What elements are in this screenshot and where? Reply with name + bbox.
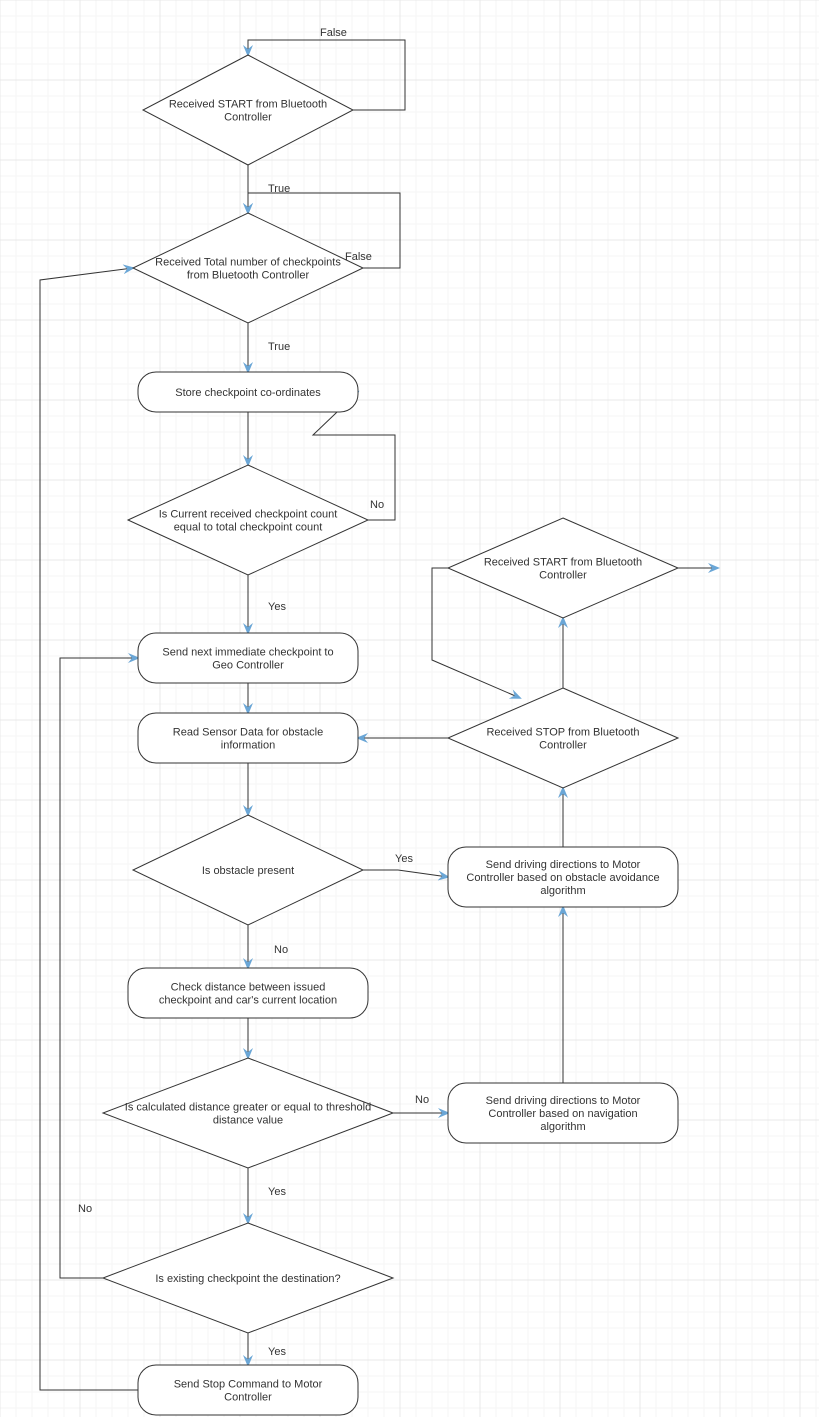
node-p7-line-1: Controller based on navigation: [488, 1108, 637, 1120]
edge-21: [60, 658, 138, 1278]
edges-layer: FalseTrueFalseTrueNoYesNoYesYesYesNoNo: [40, 27, 718, 1390]
node-p6-line-0: Send driving directions to Motor: [486, 859, 641, 871]
node-p2-line-1: Geo Controller: [212, 660, 284, 672]
node-p5-line-1: Controller: [224, 1392, 272, 1404]
node-p7-line-2: algorithm: [540, 1121, 585, 1133]
node-d3-line-0: Is Current received checkpoint count: [159, 509, 338, 521]
edge-label-11: Yes: [268, 1186, 286, 1198]
edge-label-14: No: [415, 1094, 429, 1106]
edge-label-0: False: [320, 27, 347, 39]
node-p3-line-0: Read Sensor Data for obstacle: [173, 727, 323, 739]
node-d6-line-0: Is existing checkpoint the destination?: [155, 1273, 340, 1285]
edge-label-12: Yes: [268, 1346, 286, 1358]
node-d7-line-1: Controller: [539, 570, 587, 582]
grid-background: [0, 0, 819, 1417]
edge-label-6: Yes: [268, 601, 286, 613]
node-p3: Read Sensor Data for obstacleinformation: [138, 713, 358, 763]
node-d1-line-1: Controller: [224, 112, 272, 124]
edge-label-9: No: [274, 944, 288, 956]
edge-label-5: No: [370, 499, 384, 511]
node-d8: Received STOP from BluetoothController: [448, 688, 678, 788]
edge-13: [363, 870, 448, 877]
node-d2: Received Total number of checkpointsfrom…: [133, 213, 363, 323]
node-d5-line-1: distance value: [213, 1115, 283, 1127]
node-p6: Send driving directions to MotorControll…: [448, 847, 678, 907]
node-d2-line-1: from Bluetooth Controller: [187, 270, 310, 282]
node-p1: Store checkpoint co-ordinates: [138, 372, 358, 412]
node-p2: Send next immediate checkpoint toGeo Con…: [138, 633, 358, 683]
edge-label-13: Yes: [395, 853, 413, 865]
node-p2-line-0: Send next immediate checkpoint to: [162, 647, 333, 659]
node-p4-line-0: Check distance between issued: [171, 982, 326, 994]
node-p5-line-0: Send Stop Command to Motor: [174, 1379, 323, 1391]
edge-label-21: No: [78, 1203, 92, 1215]
node-p4: Check distance between issuedcheckpoint …: [128, 968, 368, 1018]
node-p6-line-2: algorithm: [540, 885, 585, 897]
node-p6-line-1: Controller based on obstacle avoidance: [466, 872, 659, 884]
node-d5-line-0: Is calculated distance greater or equal …: [125, 1102, 371, 1114]
node-d8-line-1: Controller: [539, 740, 587, 752]
node-d7: Received START from BluetoothController: [448, 518, 678, 618]
node-p3-line-1: information: [221, 740, 275, 752]
node-d8-line-0: Received STOP from Bluetooth: [486, 727, 639, 739]
node-p7-line-0: Send driving directions to Motor: [486, 1095, 641, 1107]
node-p1-line-0: Store checkpoint co-ordinates: [175, 387, 321, 399]
node-d6: Is existing checkpoint the destination?: [103, 1223, 393, 1333]
node-d1-line-0: Received START from Bluetooth: [169, 99, 327, 111]
node-p7: Send driving directions to MotorControll…: [448, 1083, 678, 1143]
edge-label-3: True: [268, 341, 290, 353]
node-d2-line-0: Received Total number of checkpoints: [155, 257, 341, 269]
node-d3: Is Current received checkpoint countequa…: [128, 465, 368, 575]
edge-22: [40, 268, 138, 1390]
node-d1: Received START from BluetoothController: [143, 55, 353, 165]
node-d4-line-0: Is obstacle present: [202, 865, 294, 877]
node-p4-line-1: checkpoint and car's current location: [159, 995, 337, 1007]
node-d7-line-0: Received START from Bluetooth: [484, 557, 642, 569]
node-p5: Send Stop Command to MotorController: [138, 1365, 358, 1415]
node-d3-line-1: equal to total checkpoint count: [174, 522, 323, 534]
